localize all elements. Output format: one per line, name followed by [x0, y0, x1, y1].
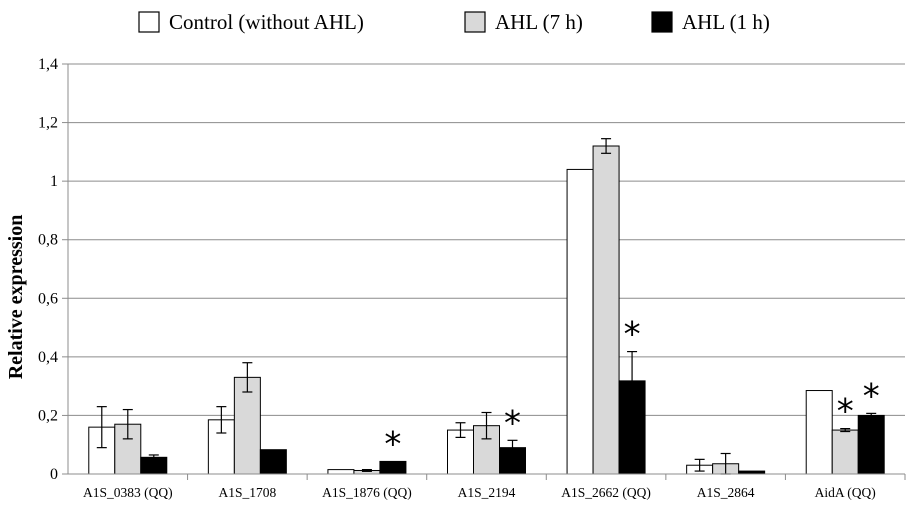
error-bar [840, 428, 851, 433]
error-bar [96, 406, 107, 449]
legend-swatch [138, 11, 160, 33]
error-bar [148, 454, 159, 461]
error-bar [694, 458, 705, 472]
error-bar [455, 422, 466, 438]
error-bar [601, 138, 612, 154]
bar-0-4 [566, 168, 594, 475]
legend-swatch [464, 11, 486, 33]
bar-1-4 [592, 145, 620, 475]
significance-star: * [624, 315, 641, 355]
legend-label: AHL (7 h) [495, 10, 583, 34]
significance-star: * [504, 403, 521, 443]
error-bar [507, 439, 518, 456]
legend-item: Control (without AHL) [138, 10, 364, 34]
x-axis-categories: A1S_0383 (QQ) A1S_1708 A1S_1876 (QQ) A1S_21… [83, 474, 906, 500]
error-bars [96, 138, 877, 475]
error-bar [242, 362, 253, 393]
error-bar [627, 350, 638, 411]
error-bar [481, 411, 492, 440]
legend-swatch [651, 11, 673, 33]
significance-star: * [863, 376, 880, 416]
y-tick-label: 0,6 [38, 290, 58, 307]
error-bar [122, 408, 133, 440]
y-tick-label: 1,2 [38, 115, 58, 132]
legend-label: AHL (1 h) [682, 10, 770, 34]
bar-0-2 [327, 469, 355, 475]
y-axis-ticks: 0 0,2 0,4 0,6 0,8 1 1,2 1,4 [38, 56, 68, 483]
y-tick-label: 0,8 [38, 232, 58, 249]
y-axis-label: Relative expression [5, 215, 27, 380]
bar-1-6 [831, 429, 859, 475]
significance-star: * [837, 392, 854, 432]
y-tick-label: 1 [50, 173, 58, 190]
bar-2-1 [259, 449, 287, 475]
y-tick-label: 0,4 [38, 349, 58, 366]
x-category-label: A1S_2662 (QQ) [561, 485, 651, 500]
significance-star: * [384, 424, 401, 464]
error-bar [216, 406, 227, 434]
legend: Control (without AHL) AHL (7 h) AHL (1 h) [138, 10, 770, 34]
x-category-label: A1S_1708 [218, 485, 276, 500]
bar-2-6 [857, 414, 885, 475]
x-category-label: AidA (QQ) [815, 485, 876, 500]
bar-0-6 [805, 390, 833, 475]
significance-markers: **** * [384, 315, 879, 465]
grid-lines [68, 63, 905, 416]
y-tick-label: 1,4 [38, 56, 58, 73]
error-bar [361, 469, 372, 472]
x-category-label: A1S_2864 [697, 485, 755, 500]
x-category-label: A1S_2194 [458, 485, 516, 500]
x-category-label: A1S_0383 (QQ) [83, 485, 173, 500]
legend-item: AHL (7 h) [464, 10, 583, 34]
bars [88, 145, 885, 475]
legend-item: AHL (1 h) [651, 10, 770, 34]
legend-label: Control (without AHL) [169, 10, 364, 34]
x-category-label: A1S_1876 (QQ) [322, 485, 412, 500]
y-tick-label: 0 [50, 466, 58, 483]
error-bar [866, 412, 877, 419]
y-tick-label: 0,2 [38, 407, 58, 424]
